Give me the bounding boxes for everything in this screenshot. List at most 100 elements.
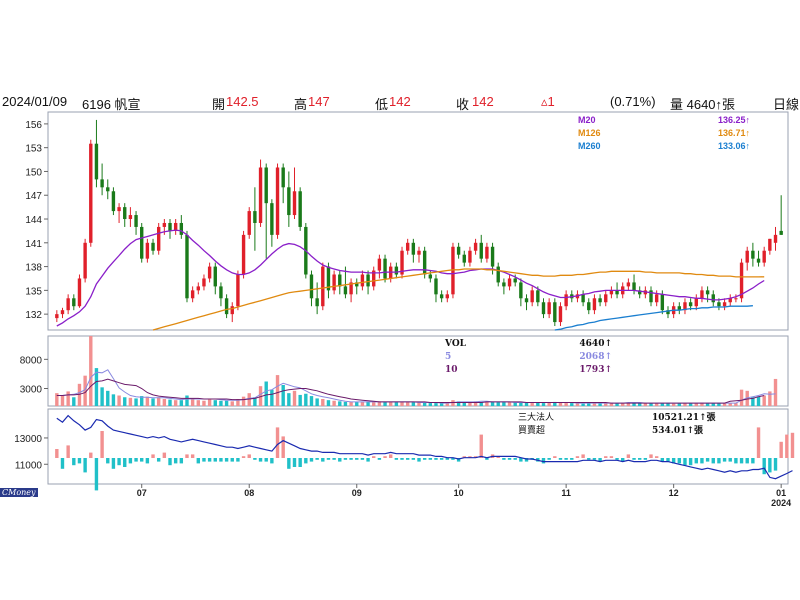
- candle-body: [541, 302, 546, 315]
- candle-body: [315, 298, 319, 307]
- candle-body: [162, 222, 167, 227]
- candle-body: [207, 266, 212, 279]
- net-buy-bar: [89, 452, 93, 458]
- y-tick-label: 138: [25, 263, 42, 274]
- volume-bar: [666, 403, 670, 406]
- net-buy-bar: [688, 458, 693, 466]
- x-tick-label: 12: [669, 488, 679, 498]
- volume-bar: [762, 395, 766, 406]
- net-buy-bar: [779, 441, 783, 458]
- candle-body: [151, 242, 155, 251]
- net-buy-bar: [258, 458, 263, 462]
- date-label: 2024/01/09: [2, 94, 68, 109]
- candle-body: [745, 250, 749, 263]
- net-buy-bar: [451, 458, 455, 460]
- net-buy-bar: [700, 458, 704, 464]
- y-tick-label: 144: [25, 215, 42, 226]
- volume-bar: [55, 393, 59, 406]
- candle-body: [128, 215, 133, 220]
- candle-body: [683, 302, 687, 311]
- volume-bar: [587, 403, 591, 406]
- net-buy-bar: [94, 458, 99, 491]
- candle-body: [439, 294, 444, 299]
- candle-body: [372, 270, 376, 287]
- net-buy-bar: [77, 458, 82, 464]
- net-buy-bar: [479, 434, 483, 458]
- candle-body: [705, 290, 710, 295]
- net-buy-bar: [405, 458, 410, 460]
- candle-body: [355, 282, 359, 287]
- volume-bar: [547, 402, 551, 406]
- cmoney-logo: CMoney: [0, 488, 38, 497]
- institutional-legend-name: 買賣超: [518, 424, 545, 436]
- candle-body: [281, 167, 285, 188]
- volume-bar: [321, 399, 325, 406]
- ma-legend-name: M126: [578, 128, 601, 138]
- net-buy-bar: [213, 458, 217, 462]
- candle-body: [145, 242, 150, 259]
- x-tick-label: 08: [244, 488, 254, 498]
- net-buy-bar: [332, 458, 336, 460]
- net-buy-bar: [179, 458, 184, 464]
- candle-body: [83, 242, 87, 279]
- net-buy-bar: [671, 458, 676, 464]
- net-buy-bar: [507, 458, 512, 460]
- net-buy-bar: [400, 458, 404, 460]
- volume-bar: [394, 402, 399, 406]
- candle-body: [502, 282, 506, 287]
- institutional-legend-name: 三大法人: [518, 411, 554, 423]
- net-buy-bar: [519, 458, 523, 462]
- volume-legend-value: 1793↑: [579, 365, 612, 375]
- net-buy-bar: [524, 458, 529, 462]
- candle-body: [60, 310, 65, 315]
- volume-bar: [360, 401, 365, 406]
- volume-bar: [173, 400, 178, 406]
- candle-body: [660, 294, 665, 311]
- volume-bar: [89, 336, 93, 406]
- volume-bar: [513, 402, 517, 406]
- volume-bar: [439, 403, 444, 406]
- candle-body: [332, 274, 336, 291]
- net-buy-bar: [326, 458, 331, 460]
- volume-bar: [275, 375, 280, 406]
- net-buy-bar: [575, 456, 580, 458]
- institutional-legend-value: 534.01↑張: [652, 424, 704, 436]
- candle-body: [485, 246, 489, 259]
- volume-bar: [270, 389, 274, 406]
- net-buy-bar: [111, 458, 116, 469]
- net-buy-bar: [128, 458, 133, 464]
- net-buy-bar: [241, 456, 246, 458]
- net-buy-bar: [389, 454, 393, 458]
- change-value: ▵1: [541, 94, 555, 109]
- ma-legend-name: M20: [578, 115, 596, 125]
- candle-body: [434, 278, 438, 295]
- volume-bar: [190, 399, 195, 406]
- net-buy-bar: [728, 458, 732, 462]
- net-buy-bar: [366, 458, 370, 462]
- net-buy-bar: [315, 458, 319, 460]
- volume-bar: [77, 383, 82, 406]
- candle-body: [321, 266, 325, 307]
- volume-bar: [739, 389, 744, 406]
- volume-bar: [372, 401, 376, 406]
- volume-bar: [315, 398, 319, 406]
- x-tick-label: 01: [776, 488, 786, 498]
- candle-body: [156, 226, 161, 251]
- x-tick-label: 09: [352, 488, 362, 498]
- net-buy-bar: [496, 456, 500, 458]
- volume-bar: [496, 402, 500, 406]
- candle-body: [253, 211, 257, 223]
- net-buy-bar: [711, 458, 715, 464]
- net-buy-bar: [677, 458, 682, 464]
- candle-body: [196, 286, 200, 291]
- candle-body: [422, 250, 427, 275]
- volume-bar: [355, 401, 359, 406]
- net-buy-bar: [598, 458, 602, 462]
- net-buy-bar: [100, 431, 104, 458]
- net-buy-bar: [756, 427, 761, 458]
- net-buy-bar: [643, 458, 648, 460]
- candle-body: [190, 290, 195, 299]
- net-buy-bar: [734, 458, 738, 464]
- candle-body: [66, 298, 70, 311]
- volume-ma-line: [56, 369, 776, 404]
